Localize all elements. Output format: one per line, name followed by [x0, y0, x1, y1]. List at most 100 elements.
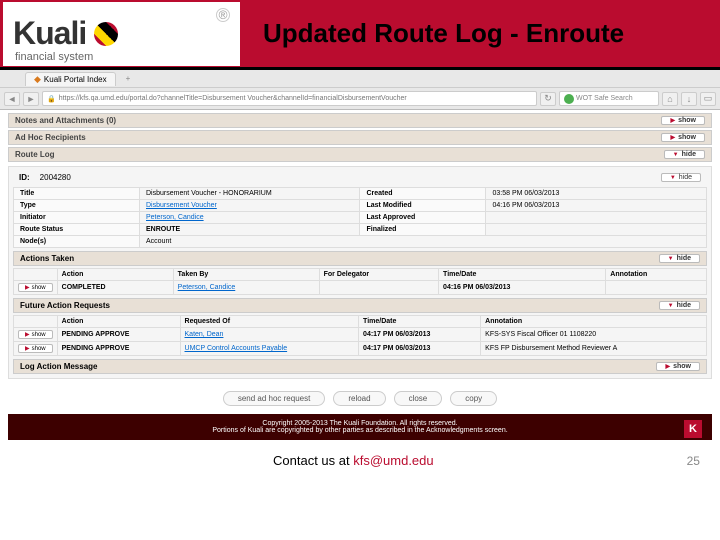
- col-requested: Requested Of: [180, 316, 359, 328]
- footer-line2: Portions of Kuali are copyrighted by oth…: [14, 427, 706, 434]
- col-time: Time/Date: [359, 316, 481, 328]
- takenby-value[interactable]: Peterson, Candice: [173, 281, 319, 295]
- routelog-section-header: Route Log ▼hide: [8, 147, 712, 162]
- status-value: ENROUTE: [140, 224, 360, 236]
- action-button-row: send ad hoc request reload close copy: [8, 383, 712, 414]
- page-content: Notes and Attachments (0) ▶show Ad Hoc R…: [0, 110, 720, 443]
- created-label: Created: [360, 188, 486, 200]
- approved-value: [486, 212, 707, 224]
- copy-button[interactable]: copy: [450, 391, 497, 406]
- slide-title: Updated Route Log - Enroute: [263, 18, 624, 49]
- table-row: Node(s) Account: [14, 236, 707, 248]
- modified-label: Last Modified: [360, 200, 486, 212]
- log-message-header: Log Action Message ▶show: [13, 359, 707, 374]
- col-action: Action: [57, 269, 173, 281]
- annotation-value: [606, 281, 707, 295]
- row-show-button[interactable]: ▶show: [18, 283, 53, 292]
- send-adhoc-button[interactable]: send ad hoc request: [223, 391, 326, 406]
- browser-url-bar: ◄ ► 🔒 https://kfs.qa.umd.edu/portal.do?c…: [0, 88, 720, 110]
- forward-button[interactable]: ►: [23, 92, 39, 106]
- logo-sub-text: financial system: [15, 51, 93, 63]
- table-row: ▶show COMPLETED Peterson, Candice 04:16 …: [14, 281, 707, 295]
- table-row: Initiator Peterson, Candice Last Approve…: [14, 212, 707, 224]
- row-show-button[interactable]: ▶show: [18, 344, 53, 353]
- page-number: 25: [687, 454, 700, 468]
- kuali-footer: Copyright 2005-2013 The Kuali Foundation…: [8, 414, 712, 440]
- created-value: 03:58 PM 06/03/2013: [486, 188, 707, 200]
- download-button[interactable]: ↓: [681, 92, 697, 106]
- table-row: ▶show PENDING APPROVE Katen, Dean 04:17 …: [14, 328, 707, 342]
- future-toggle[interactable]: ▼hide: [659, 301, 700, 310]
- status-label: Route Status: [14, 224, 140, 236]
- delegator-value: [319, 281, 438, 295]
- col-action: Action: [57, 316, 180, 328]
- log-toggle[interactable]: ▶show: [656, 362, 700, 371]
- contact-link[interactable]: kfs@umd.edu: [353, 453, 433, 468]
- future-requests-header: Future Action Requests ▼hide: [13, 298, 707, 313]
- annotation-value: KFS-SYS Fiscal Officer 01 1108220: [481, 328, 707, 342]
- document-id-box: ID: 2004280 ▼hide Title Disbursement Vou…: [8, 166, 712, 379]
- browser-tab[interactable]: ◆ Kuali Portal Index: [25, 72, 116, 86]
- initiator-label: Initiator: [14, 212, 140, 224]
- actions-taken-table: Action Taken By For Delegator Time/Date …: [13, 268, 707, 295]
- table-row: Type Disbursement Voucher Last Modified …: [14, 200, 707, 212]
- logo-shield-icon: [94, 22, 118, 46]
- id-label: ID:: [19, 173, 30, 182]
- tab-title: Kuali Portal Index: [44, 75, 107, 84]
- home-button[interactable]: ⌂: [662, 92, 678, 106]
- id-toggle[interactable]: ▼hide: [661, 173, 701, 182]
- adhoc-label: Ad Hoc Recipients: [15, 133, 86, 142]
- routelog-toggle[interactable]: ▼hide: [664, 150, 705, 159]
- finalized-label: Finalized: [360, 224, 486, 236]
- notes-toggle[interactable]: ▶show: [661, 116, 705, 125]
- search-input[interactable]: WOT Safe Search: [559, 91, 659, 106]
- back-button[interactable]: ◄: [4, 92, 20, 106]
- actions-toggle[interactable]: ▼hide: [659, 254, 700, 263]
- finalized-value: [486, 224, 707, 236]
- action-value: COMPLETED: [57, 281, 173, 295]
- document-details-table: Title Disbursement Voucher - HONORARIUM …: [13, 187, 707, 248]
- footer-logo-icon: K: [684, 420, 702, 438]
- title-label: Title: [14, 188, 140, 200]
- adhoc-toggle[interactable]: ▶show: [661, 133, 705, 142]
- nodes-label: Node(s): [14, 236, 140, 248]
- search-placeholder: WOT Safe Search: [576, 95, 633, 102]
- chevron-down-icon: ▼: [668, 256, 674, 262]
- log-msg-label: Log Action Message: [20, 362, 98, 371]
- id-value: 2004280: [40, 173, 71, 182]
- time-value: 04:17 PM 06/03/2013: [359, 342, 481, 356]
- reload-button[interactable]: reload: [333, 391, 385, 406]
- chevron-down-icon: ▼: [670, 175, 676, 181]
- requested-value[interactable]: UMCP Control Accounts Payable: [180, 342, 359, 356]
- col-annotation: Annotation: [481, 316, 707, 328]
- refresh-button[interactable]: ↻: [540, 92, 556, 106]
- col-annotation: Annotation: [606, 269, 707, 281]
- contact-text: Contact us at: [273, 453, 353, 468]
- chevron-right-icon: ▶: [670, 117, 675, 124]
- tab-favicon-icon: ◆: [34, 74, 41, 85]
- col-delegator: For Delegator: [319, 269, 438, 281]
- requested-value[interactable]: Katen, Dean: [180, 328, 359, 342]
- type-value[interactable]: Disbursement Voucher: [140, 200, 360, 212]
- actions-taken-header: Actions Taken ▼hide: [13, 251, 707, 266]
- registered-icon: ®: [216, 8, 230, 22]
- wot-icon: [564, 94, 574, 104]
- browser-tab-bar: ◆ Kuali Portal Index +: [0, 70, 720, 88]
- chevron-right-icon: ▶: [25, 331, 30, 338]
- time-value: 04:16 PM 06/03/2013: [439, 281, 606, 295]
- initiator-value[interactable]: Peterson, Candice: [140, 212, 360, 224]
- url-input[interactable]: 🔒 https://kfs.qa.umd.edu/portal.do?chann…: [42, 91, 537, 106]
- table-header-row: Action Taken By For Delegator Time/Date …: [14, 269, 707, 281]
- close-button[interactable]: close: [394, 391, 443, 406]
- actions-taken-label: Actions Taken: [20, 254, 74, 263]
- title-value: Disbursement Voucher - HONORARIUM: [140, 188, 360, 200]
- chevron-down-icon: ▼: [668, 303, 674, 309]
- action-value: PENDING APPROVE: [57, 342, 180, 356]
- new-tab-button[interactable]: +: [120, 73, 137, 84]
- row-show-button[interactable]: ▶show: [18, 330, 53, 339]
- col-takenby: Taken By: [173, 269, 319, 281]
- routelog-label: Route Log: [15, 150, 55, 159]
- kuali-logo: Kuali ® financial system: [3, 2, 240, 66]
- bookmark-button[interactable]: ▭: [700, 92, 716, 106]
- annotation-value: KFS FP Disbursement Method Reviewer A: [481, 342, 707, 356]
